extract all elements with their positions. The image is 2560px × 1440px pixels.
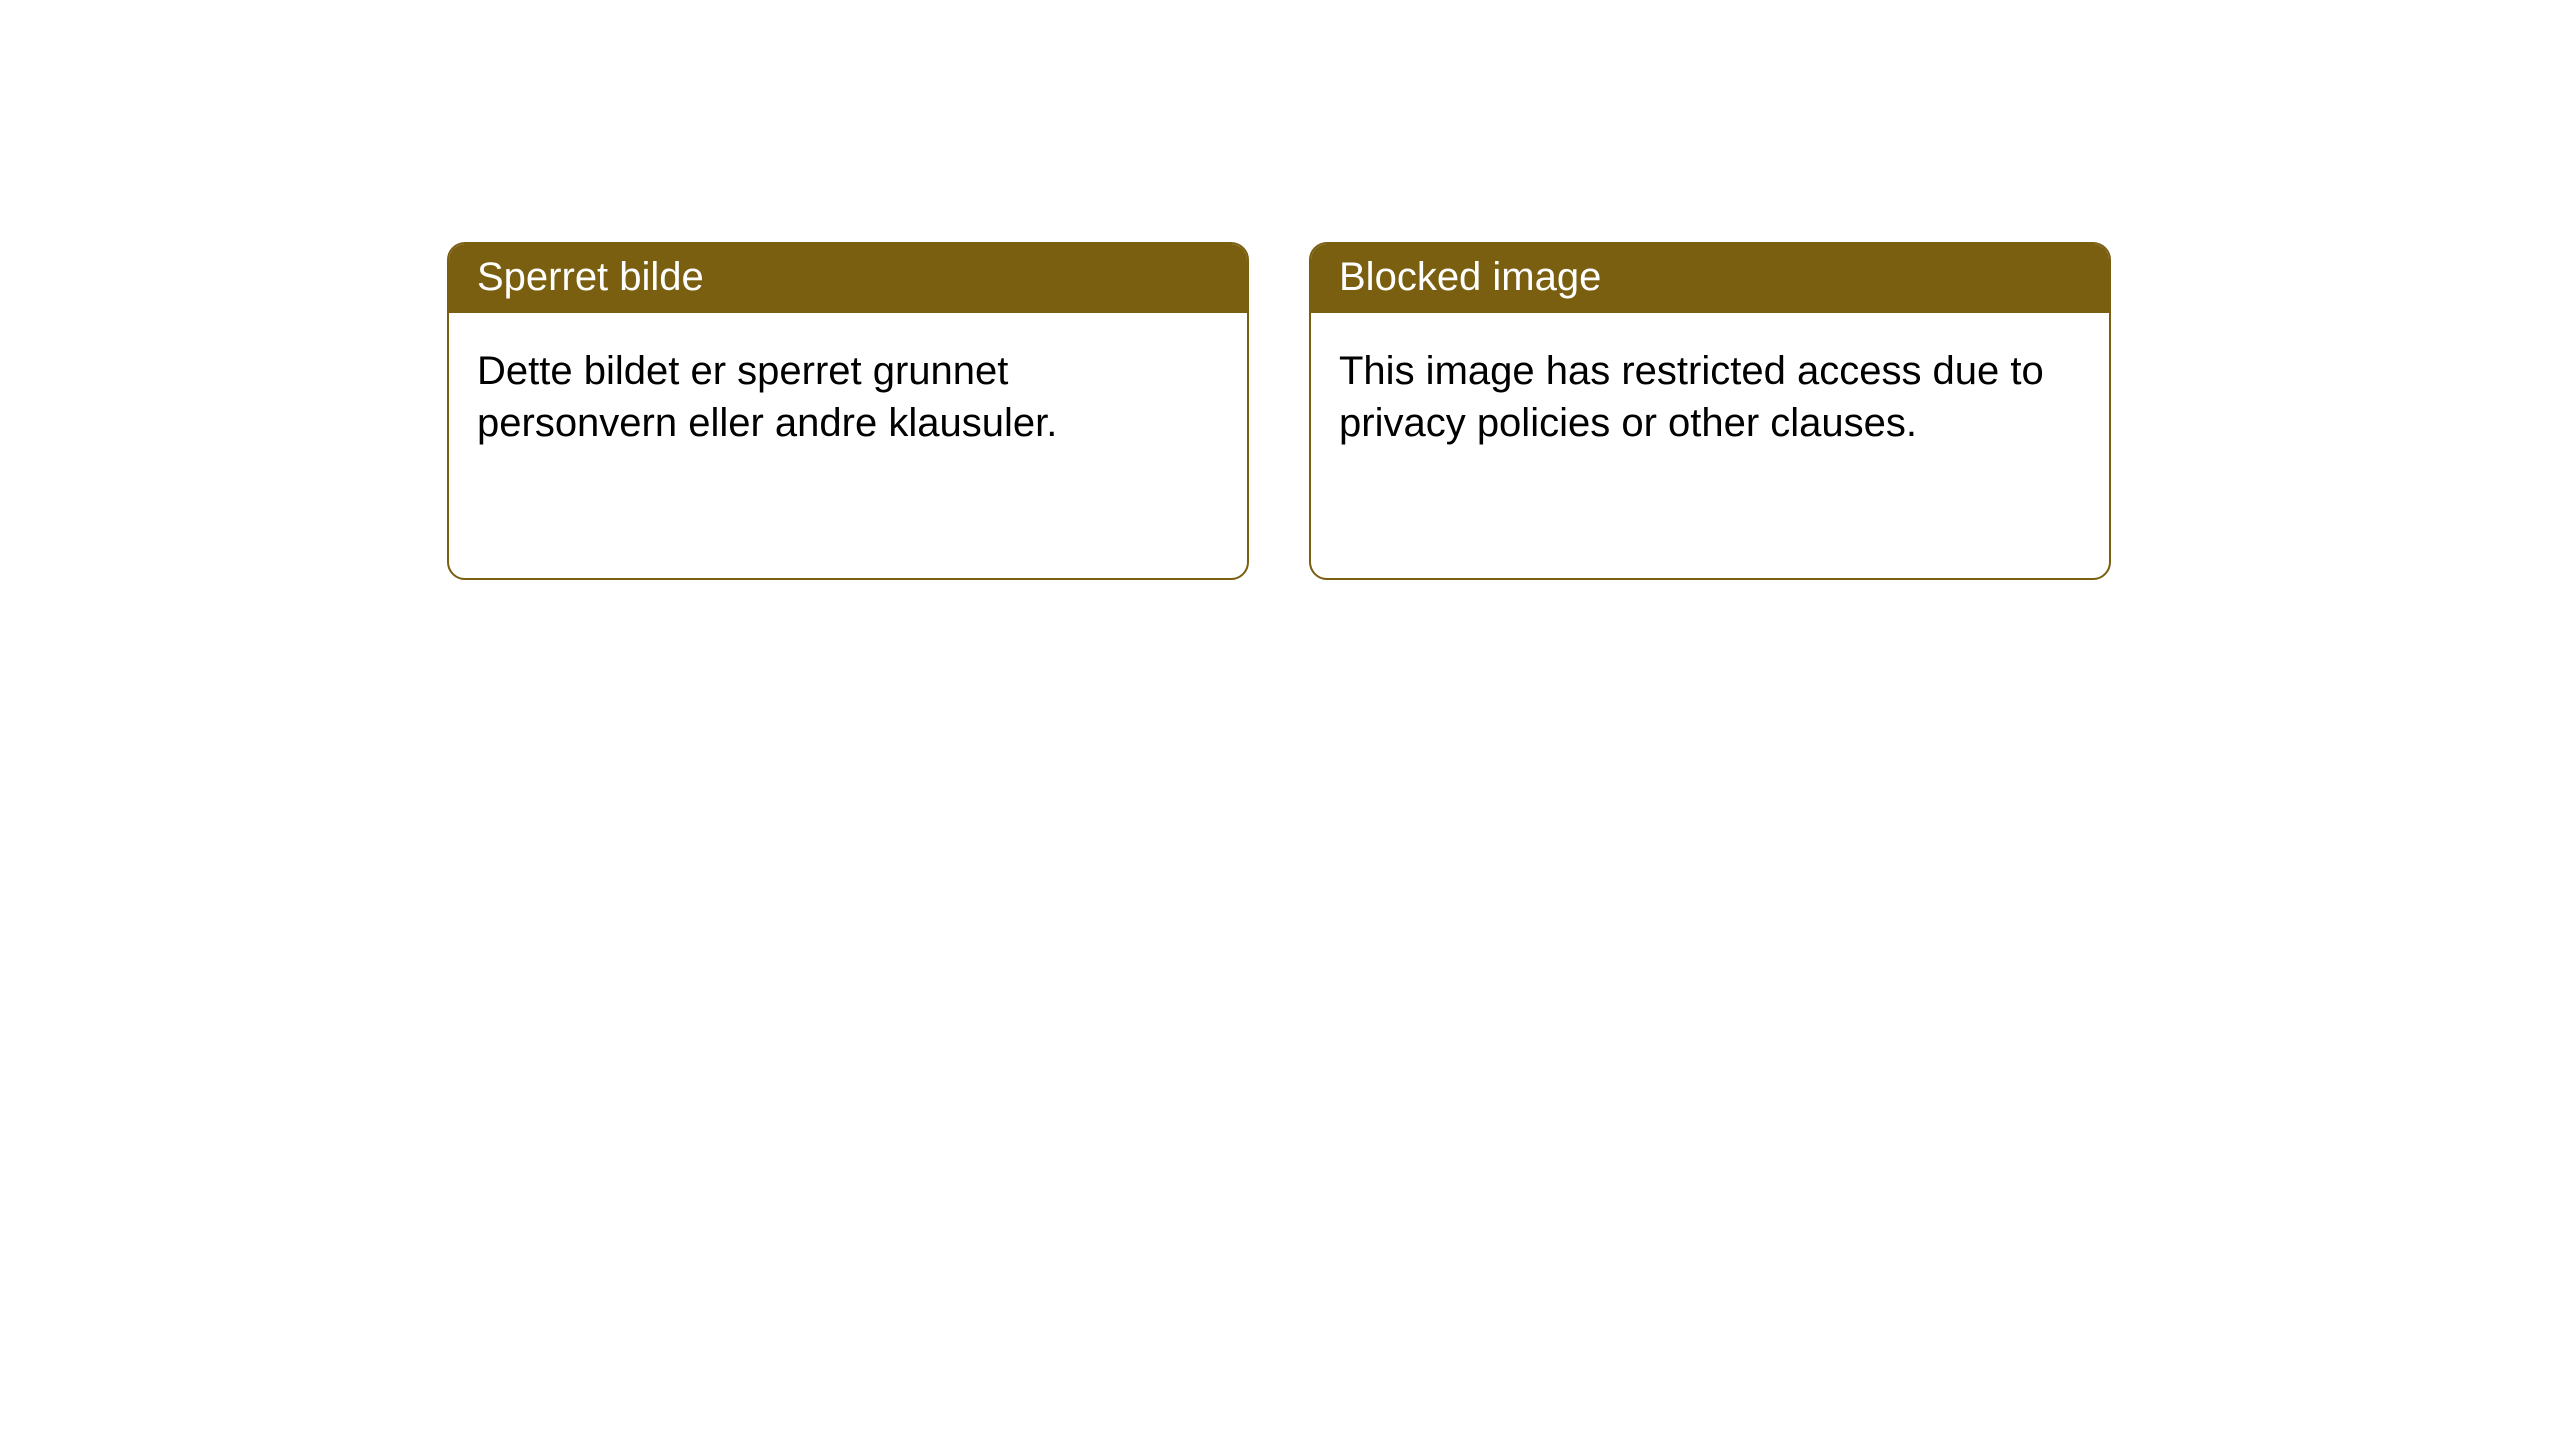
card-body-text: Dette bildet er sperret grunnet personve…: [449, 313, 1247, 481]
card-title: Sperret bilde: [449, 244, 1247, 313]
notice-container: Sperret bilde Dette bildet er sperret gr…: [0, 0, 2560, 580]
blocked-image-card-en: Blocked image This image has restricted …: [1309, 242, 2111, 580]
card-body-text: This image has restricted access due to …: [1311, 313, 2109, 481]
card-title: Blocked image: [1311, 244, 2109, 313]
blocked-image-card-no: Sperret bilde Dette bildet er sperret gr…: [447, 242, 1249, 580]
